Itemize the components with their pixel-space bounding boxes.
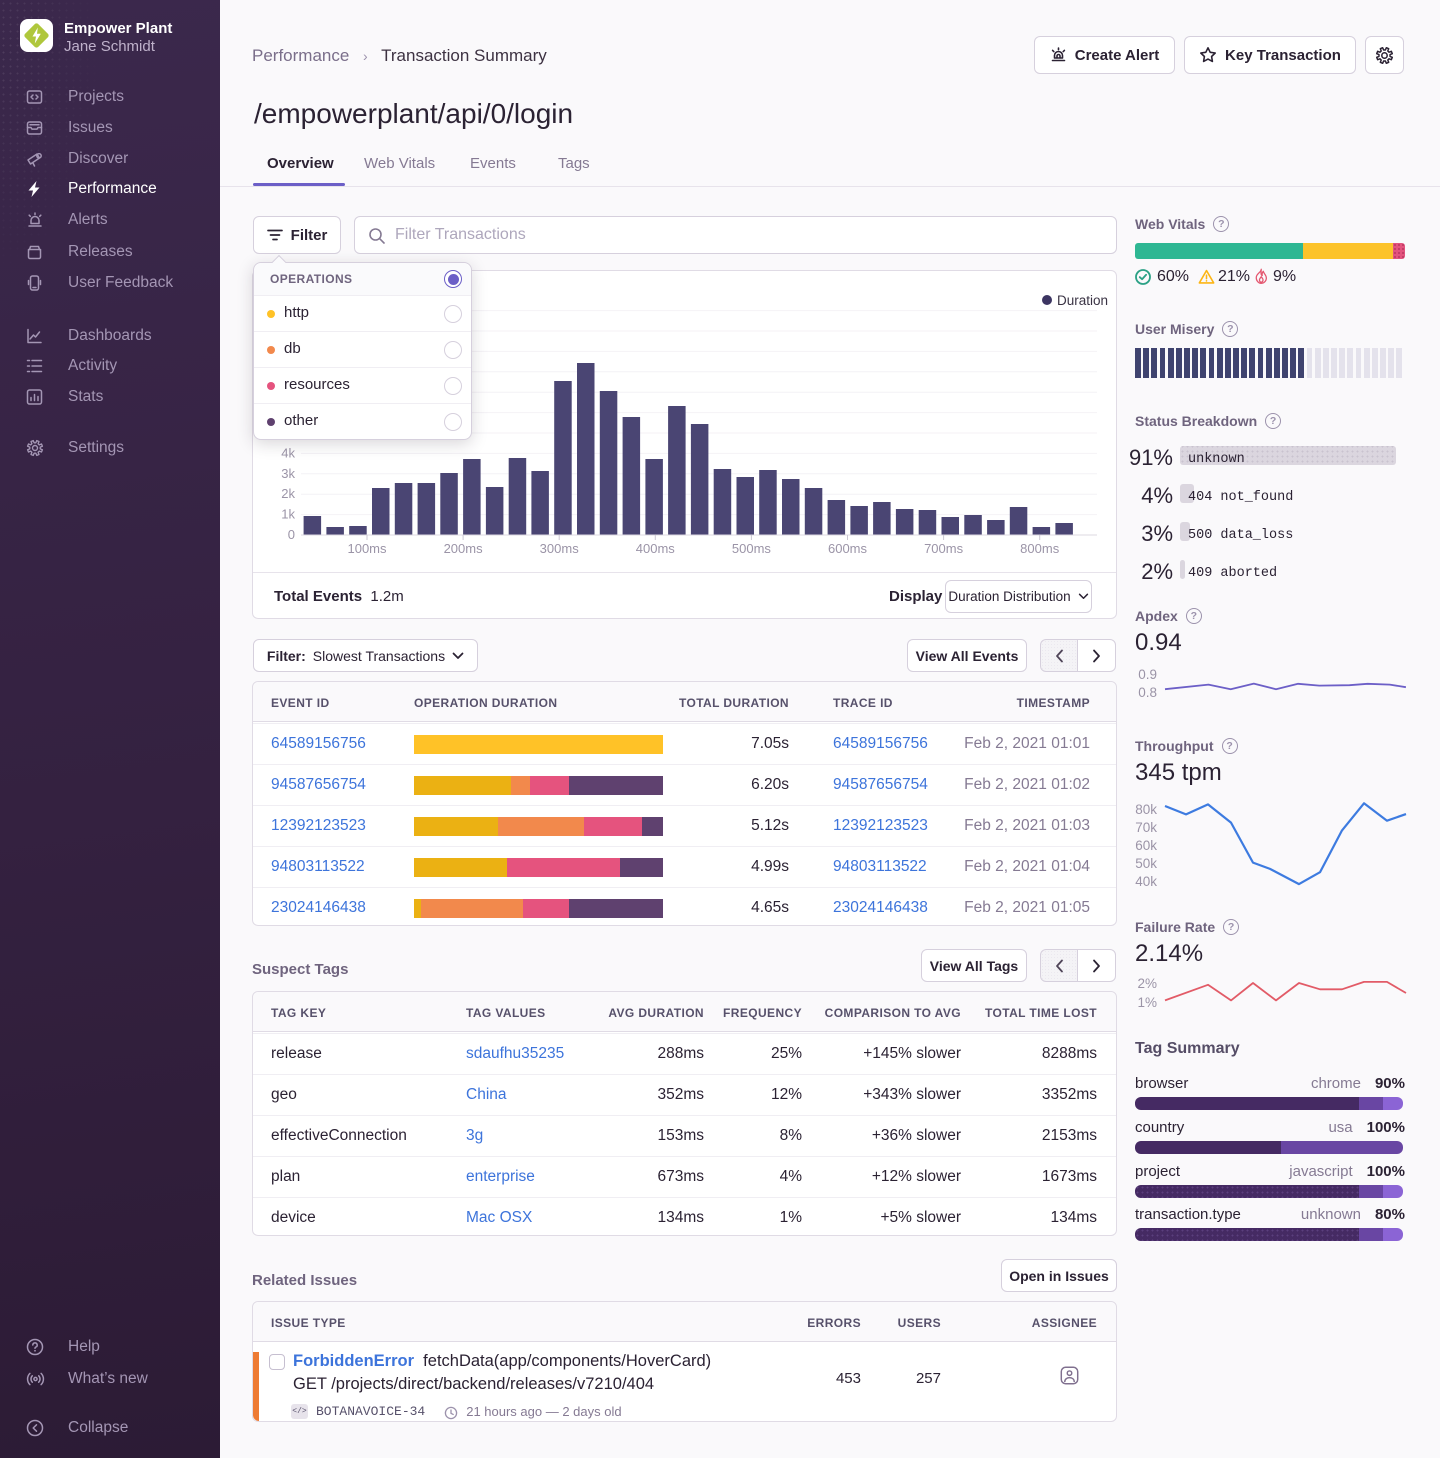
- svg-text:400ms: 400ms: [636, 541, 676, 556]
- svg-text:0: 0: [288, 527, 295, 542]
- svg-text:100ms: 100ms: [347, 541, 387, 556]
- svg-text:80k: 80k: [1135, 802, 1157, 817]
- svg-text:600ms: 600ms: [828, 541, 868, 556]
- svg-text:70k: 70k: [1135, 820, 1157, 835]
- svg-text:2%: 2%: [1137, 976, 1157, 991]
- svg-text:50k: 50k: [1135, 856, 1157, 871]
- svg-text:0.8: 0.8: [1138, 685, 1157, 700]
- svg-text:800ms: 800ms: [1020, 541, 1060, 556]
- svg-text:4k: 4k: [281, 445, 295, 460]
- svg-text:700ms: 700ms: [924, 541, 964, 556]
- svg-text:60k: 60k: [1135, 838, 1157, 853]
- svg-text:500ms: 500ms: [732, 541, 772, 556]
- svg-text:1k: 1k: [281, 507, 295, 522]
- svg-text:40k: 40k: [1135, 874, 1157, 889]
- svg-text:3k: 3k: [281, 466, 295, 481]
- svg-text:2k: 2k: [281, 486, 295, 501]
- svg-text:0.9: 0.9: [1138, 667, 1157, 682]
- svg-text:300ms: 300ms: [540, 541, 580, 556]
- svg-text:1%: 1%: [1137, 995, 1157, 1010]
- svg-text:200ms: 200ms: [444, 541, 484, 556]
- svg-text:Duration: Duration: [1057, 293, 1108, 308]
